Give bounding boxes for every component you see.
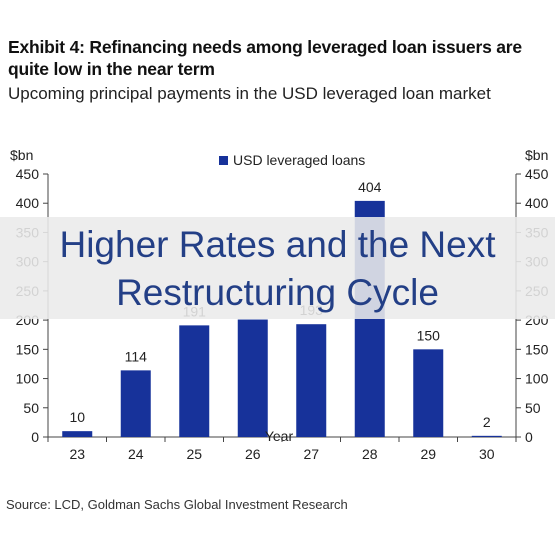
x-tick-label: 28: [362, 446, 378, 462]
legend-label: USD leveraged loans: [233, 152, 365, 168]
x-tick-label: 26: [245, 446, 261, 462]
bar-value-label: 10: [69, 409, 85, 425]
x-tick-label: 24: [128, 446, 144, 462]
bar-value-label: 2: [483, 414, 491, 430]
x-tick-label: 23: [69, 446, 85, 462]
chart-legend: USD leveraged loans: [219, 152, 365, 168]
chart-subtitle: Upcoming principal payments in the USD l…: [8, 84, 491, 103]
legend-swatch: [219, 156, 228, 165]
bar-27: [296, 324, 327, 437]
chart-title: Exhibit 4: Refinancing needs among lever…: [8, 37, 522, 79]
left-y-tick-label: 400: [16, 195, 40, 211]
overlay-headline-line-2: Restructuring Cycle: [116, 272, 439, 313]
bar-30: [471, 435, 502, 437]
right-y-tick-label: 400: [525, 195, 549, 211]
bar-value-label: 404: [358, 179, 382, 195]
left-y-tick-label: 450: [16, 166, 40, 182]
right-y-tick-label: 0: [525, 429, 533, 445]
right-y-tick-label: 50: [525, 400, 541, 416]
title-overlay-banner: Higher Rates and the Next Restructuring …: [0, 217, 555, 319]
overlay-headline-line-1: Higher Rates and the Next: [59, 224, 496, 265]
x-tick-label: 27: [303, 446, 319, 462]
x-axis-label: Year: [265, 428, 294, 444]
left-y-tick-label: 100: [16, 371, 40, 387]
right-axis-unit: $bn: [525, 147, 549, 163]
bar-26: [237, 319, 268, 437]
bar-value-label: 114: [125, 348, 148, 364]
right-y-tick-label: 150: [525, 341, 549, 357]
bar-23: [62, 431, 93, 437]
source-note: Source: LCD, Goldman Sachs Global Invest…: [6, 497, 348, 512]
right-y-tick-label: 100: [525, 371, 549, 387]
left-axis-unit: $bn: [10, 147, 34, 163]
x-tick-label: 30: [479, 446, 495, 462]
left-y-tick-label: 50: [23, 400, 39, 416]
left-y-tick-label: 150: [16, 341, 40, 357]
bar-value-label: 150: [417, 327, 441, 343]
bar-24: [120, 370, 151, 437]
bar-29: [413, 349, 444, 437]
left-y-tick-label: 0: [31, 429, 39, 445]
x-tick-label: 29: [420, 446, 436, 462]
right-y-tick-label: 450: [525, 166, 549, 182]
bar-25: [179, 325, 210, 437]
x-tick-label: 25: [186, 446, 202, 462]
